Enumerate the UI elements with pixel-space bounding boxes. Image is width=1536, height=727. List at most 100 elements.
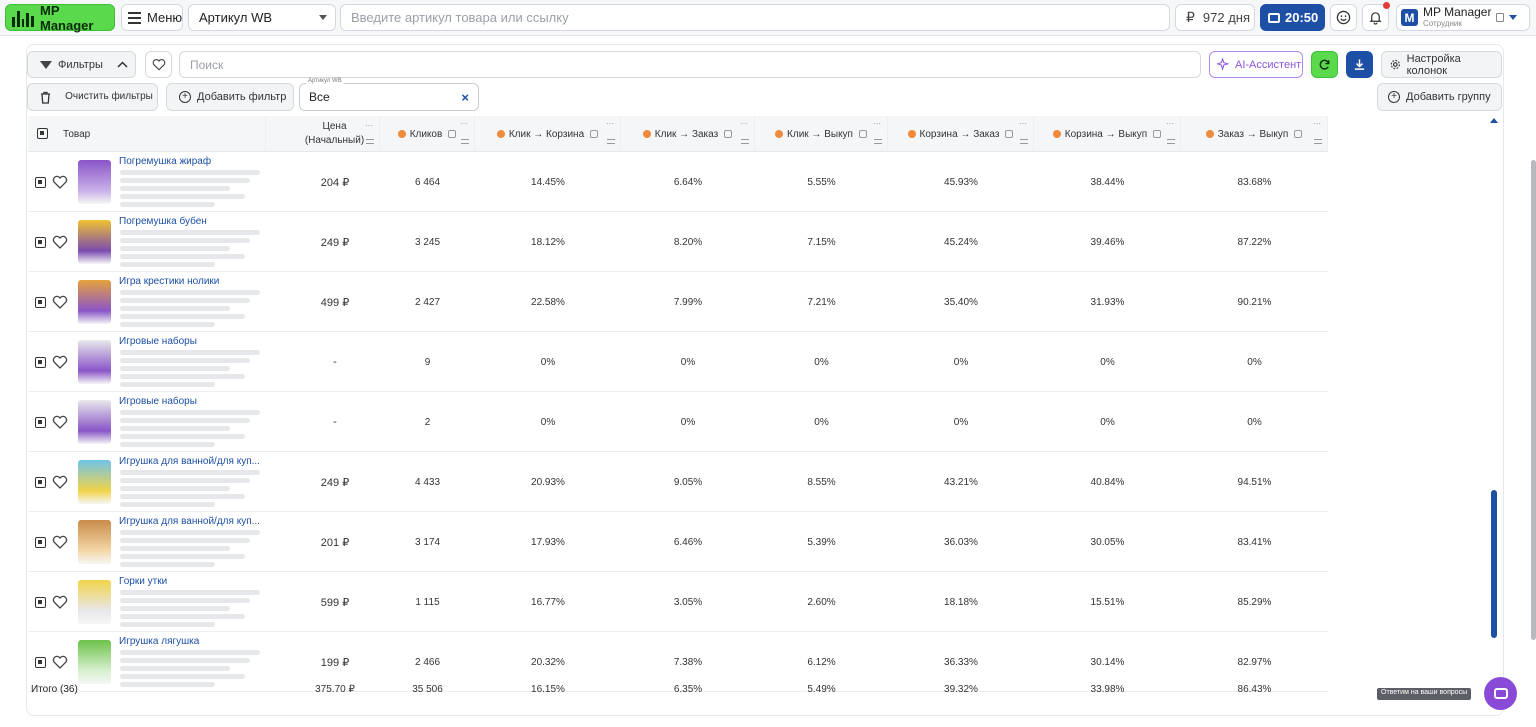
smile-button[interactable] [1330,4,1357,31]
product-thumbnail[interactable] [78,580,111,624]
product-thumbnail[interactable] [78,220,111,264]
timer-button[interactable]: 20:50 [1260,4,1325,31]
sort-icon[interactable] [607,139,615,144]
help-icon[interactable] [1294,130,1303,138]
refresh-button[interactable] [1311,51,1338,78]
ai-assistant-button[interactable]: AI-Ассистент [1209,51,1303,78]
article-filter-chip[interactable]: Артикул WB Все × [299,78,479,111]
help-icon[interactable] [724,130,733,138]
product-thumbnail[interactable] [78,460,111,504]
menu-button[interactable]: Меню [121,4,183,31]
heart-icon[interactable] [52,354,68,370]
content-panel [26,44,1504,716]
table-row: Игрушка лягушка 199 ₽ 2 466 20.32% 7.38% 6.12… [28,632,1328,692]
row-checkbox[interactable] [35,297,46,308]
row-checkbox[interactable] [35,417,46,428]
row-checkbox[interactable] [35,477,46,488]
product-name-link[interactable]: Игровые наборы [119,396,197,407]
article-search-input[interactable]: Введите артикул товара или ссылку [340,4,1170,31]
add-group-button[interactable]: + Добавить группу [1377,83,1502,111]
help-icon[interactable] [1005,130,1014,138]
product-thumbnail[interactable] [78,340,111,384]
product-name-link[interactable]: Погремушка бубен [119,216,207,227]
heart-icon[interactable] [52,534,68,550]
row-checkbox[interactable] [35,537,46,548]
chevron-down-icon [319,15,327,20]
header-click-cart[interactable]: Клик → Корзина ··· [475,116,621,152]
header-cart-order[interactable]: Корзина → Заказ ··· [888,116,1034,152]
article-type-value: Артикул WB [199,10,273,25]
product-name-link[interactable]: Игрушка для ванной/для куп... [119,516,260,527]
header-product[interactable]: Товар [28,116,266,152]
account-button[interactable]: M MP Manager Сотрудник [1396,4,1530,31]
chat-button[interactable] [1484,677,1517,710]
close-icon[interactable]: × [461,90,469,105]
header-cart-buyout[interactable]: Корзина → Выкуп ··· [1034,116,1181,152]
help-icon[interactable] [858,130,867,138]
subscription-days-button[interactable]: ₽ 972 дня [1175,4,1255,31]
heart-icon[interactable] [52,234,68,250]
row-checkbox[interactable] [35,357,46,368]
metric-dot [642,130,651,138]
row-checkbox[interactable] [35,177,46,188]
heart-icon[interactable] [52,474,68,490]
blurred-details [120,650,260,655]
filters-toggle-button[interactable]: Фильтры [27,51,136,78]
heart-icon[interactable] [52,174,68,190]
sort-icon[interactable] [874,139,882,144]
product-name-link[interactable]: Игрушка лягушка [119,636,200,647]
product-name-link[interactable]: Погремушка жираф [119,156,212,167]
blurred-details [120,238,250,243]
row-checkbox[interactable] [35,657,46,668]
sort-icon[interactable] [741,139,749,144]
add-group-label: Добавить группу [1406,91,1491,103]
scroll-up-arrow[interactable] [1490,118,1498,123]
product-name-link[interactable]: Игрушка для ванной/для куп... [119,456,260,467]
notifications-button[interactable] [1362,2,1390,31]
product-thumbnail[interactable] [78,520,111,564]
header-click-order[interactable]: Клик → Заказ ··· [621,116,755,152]
article-type-select[interactable]: Артикул WB [188,4,336,31]
table-scrollbar[interactable] [1491,490,1497,638]
header-clicks[interactable]: Кликов ··· [380,116,475,152]
logo-button[interactable]: MP Manager [5,2,115,33]
product-thumbnail[interactable] [78,640,111,684]
sort-icon[interactable] [1167,139,1175,144]
favorites-filter-button[interactable] [145,51,172,78]
table-row: Игра крестики нолики 499 ₽ 2 427 22.58% 7.99… [28,272,1328,332]
product-name-link[interactable]: Игровые наборы [119,336,197,347]
logo-text: MP Manager [40,2,94,33]
sort-icon[interactable] [1314,139,1322,144]
header-price[interactable]: Цена (Начальный) ··· [290,116,380,152]
add-filter-button[interactable]: + Добавить фильтр [166,83,294,111]
heart-icon[interactable] [52,414,68,430]
page-scrollbar[interactable] [1531,160,1536,640]
header-click-buyout[interactable]: Клик → Выкуп ··· [755,116,888,152]
heart-icon[interactable] [52,654,68,670]
clear-filters-button[interactable]: Очистить фильтры [27,83,158,111]
article-filter-label: Артикул WB [306,78,344,84]
heart-icon[interactable] [52,294,68,310]
product-thumbnail[interactable] [78,400,111,444]
sort-icon[interactable] [461,139,469,144]
sort-icon[interactable] [1020,139,1028,144]
total-order-buyout: 86.43% [1237,683,1272,695]
help-icon[interactable] [1153,130,1162,138]
product-thumbnail[interactable] [78,280,111,324]
column-settings-button[interactable]: Настройка колонок [1381,51,1502,78]
product-name-link[interactable]: Игра крестики нолики [119,276,220,287]
select-all-checkbox[interactable] [37,128,48,139]
help-icon[interactable] [448,130,457,138]
header-order-buyout[interactable]: Заказ → Выкуп ··· [1181,116,1328,152]
product-name-link[interactable]: Горки утки [119,576,168,587]
blurred-details [120,478,250,483]
blurred-details [120,494,245,499]
help-icon[interactable] [590,130,599,138]
product-thumbnail[interactable] [78,160,111,204]
row-checkbox[interactable] [35,237,46,248]
sort-icon[interactable] [366,139,374,144]
heart-icon[interactable] [52,594,68,610]
table-search-input[interactable]: Поиск [179,51,1201,78]
download-button[interactable] [1346,51,1373,78]
row-checkbox[interactable] [35,597,46,608]
